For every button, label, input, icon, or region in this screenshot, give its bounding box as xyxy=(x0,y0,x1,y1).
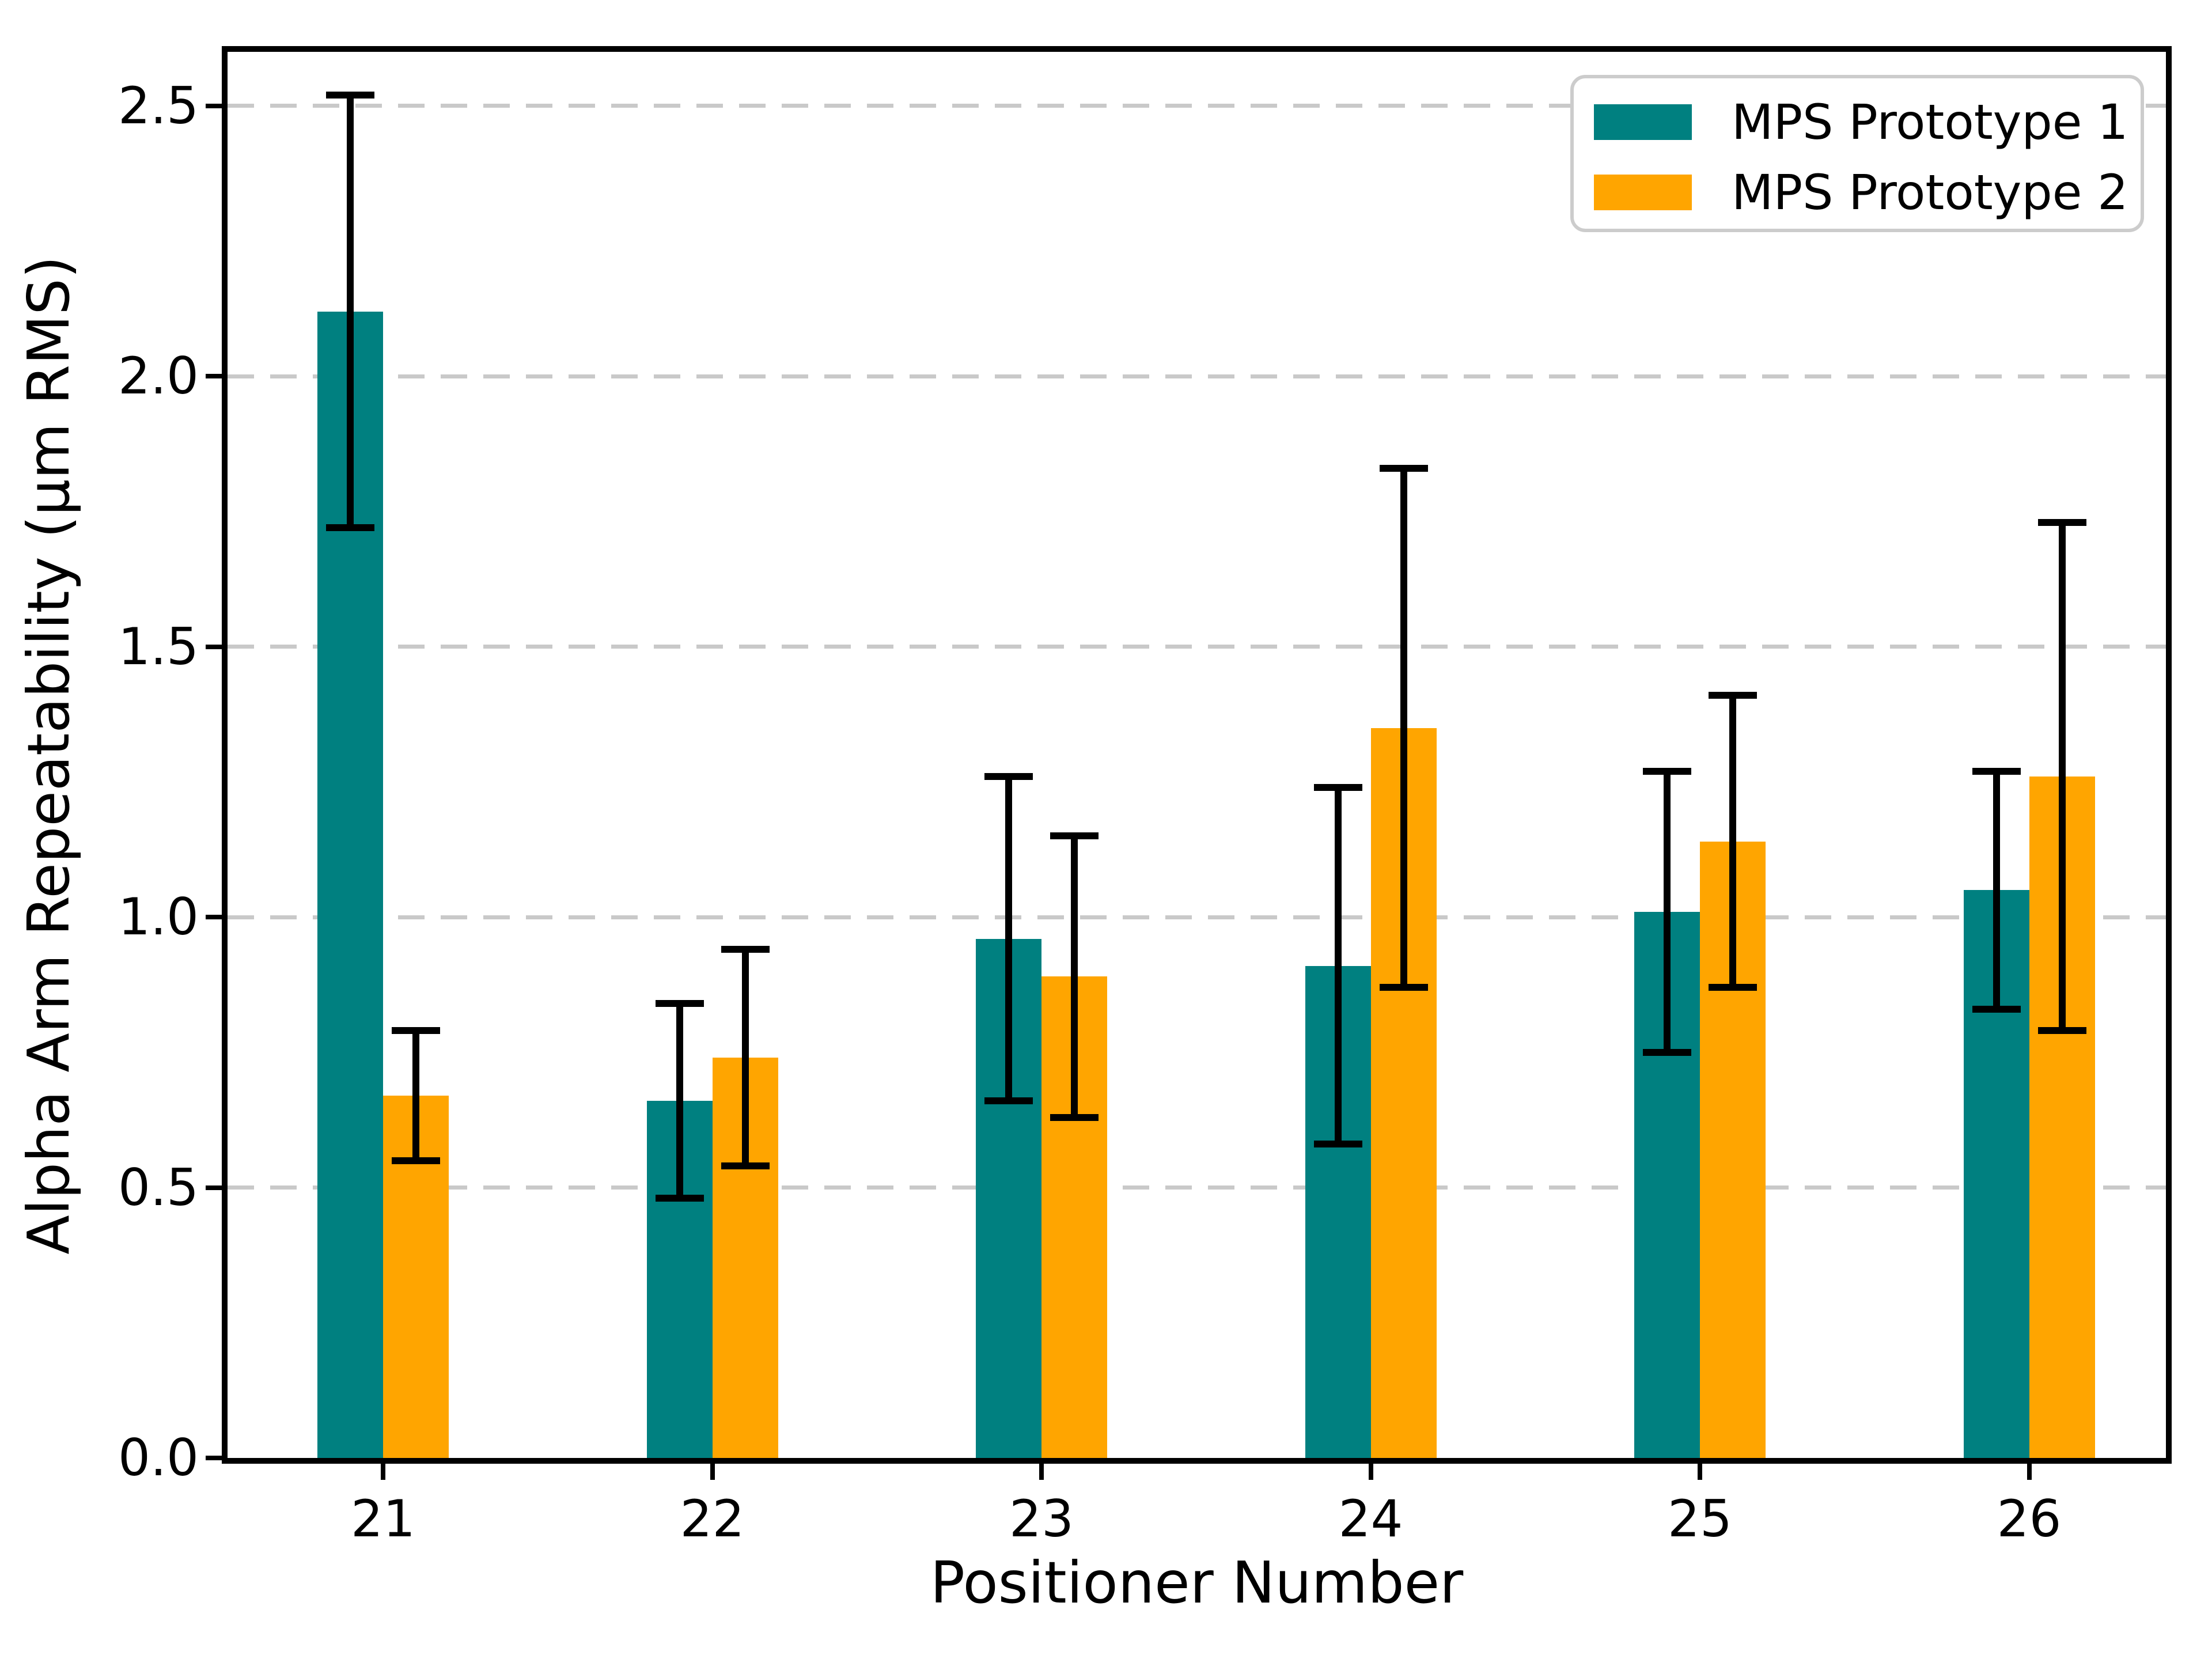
legend-row-2: MPS Prototype 2 xyxy=(1574,157,2141,228)
errorbar-cap-bottom-24-s1 xyxy=(1313,1141,1362,1148)
ytick-label-1.5: 1.5 xyxy=(118,616,199,676)
legend-label-1: MPS Prototype 1 xyxy=(1732,94,2128,150)
gridline-y-0.5 xyxy=(228,1185,2166,1190)
errorbar-cap-bottom-21-s2 xyxy=(392,1157,440,1164)
legend-row-1: MPS Prototype 1 xyxy=(1574,86,2141,158)
errorbar-line-23-s1 xyxy=(1005,777,1012,1101)
x-axis-label: Positioner Number xyxy=(930,1549,1464,1616)
xtick-label-26: 26 xyxy=(1997,1489,2062,1548)
ytick-2.5 xyxy=(206,103,222,108)
legend-swatch-2 xyxy=(1594,175,1692,210)
xtick-label-23: 23 xyxy=(1009,1489,1074,1548)
errorbar-cap-bottom-26-s1 xyxy=(1972,1005,2021,1013)
xtick-22 xyxy=(710,1464,715,1480)
gridline-y-1.5 xyxy=(228,645,2166,649)
y-axis-label: Alpha Arm Repeatability (μm RMS) xyxy=(15,255,82,1255)
errorbar-line-23-s2 xyxy=(1071,836,1078,1118)
ytick-label-2: 2.0 xyxy=(118,346,199,406)
errorbar-line-25-s1 xyxy=(1664,771,1671,1052)
errorbar-cap-top-25-s1 xyxy=(1643,767,1691,775)
ytick-label-0.5: 0.5 xyxy=(118,1157,199,1217)
errorbar-cap-top-25-s2 xyxy=(1709,692,1757,699)
ytick-label-1: 1.0 xyxy=(118,887,199,947)
errorbar-cap-bottom-23-s1 xyxy=(984,1097,1033,1105)
errorbar-cap-bottom-25-s1 xyxy=(1643,1048,1691,1056)
ytick-label-0: 0.0 xyxy=(118,1428,199,1487)
ytick-label-2.5: 2.5 xyxy=(118,75,199,135)
xtick-24 xyxy=(1368,1464,1373,1480)
errorbar-cap-bottom-22-s1 xyxy=(655,1195,704,1202)
errorbar-cap-top-21-s1 xyxy=(326,92,374,99)
errorbar-cap-bottom-25-s2 xyxy=(1709,984,1757,991)
errorbar-line-24-s1 xyxy=(1334,787,1342,1145)
errorbar-cap-top-24-s1 xyxy=(1313,783,1362,791)
plot-area xyxy=(222,46,2172,1464)
gridline-y-2 xyxy=(228,374,2166,378)
ytick-0 xyxy=(206,1456,222,1460)
ytick-1 xyxy=(206,915,222,920)
errorbar-cap-top-26-s2 xyxy=(2037,518,2086,526)
errorbar-cap-bottom-22-s2 xyxy=(721,1162,770,1170)
legend-swatch-1 xyxy=(1594,104,1692,140)
errorbar-cap-bottom-21-s1 xyxy=(326,524,374,532)
errorbar-cap-bottom-24-s2 xyxy=(1379,984,1428,991)
errorbar-line-22-s2 xyxy=(741,949,749,1166)
errorbar-cap-top-23-s1 xyxy=(984,773,1033,781)
ytick-0.5 xyxy=(206,1185,222,1190)
errorbar-cap-top-23-s2 xyxy=(1050,832,1099,840)
errorbar-cap-bottom-23-s2 xyxy=(1050,1113,1099,1121)
errorbar-line-26-s1 xyxy=(1993,771,2000,1009)
errorbar-line-26-s2 xyxy=(2058,522,2066,1031)
xtick-21 xyxy=(381,1464,385,1480)
xtick-23 xyxy=(1039,1464,1044,1480)
errorbar-cap-top-26-s1 xyxy=(1972,767,2021,775)
legend-box: MPS Prototype 1 MPS Prototype 2 xyxy=(1570,75,2144,232)
errorbar-line-22-s1 xyxy=(676,1003,683,1199)
xtick-label-25: 25 xyxy=(1668,1489,1732,1548)
errorbar-cap-top-24-s2 xyxy=(1379,464,1428,472)
xtick-label-24: 24 xyxy=(1338,1489,1403,1548)
gridline-y-1 xyxy=(228,915,2166,919)
xtick-25 xyxy=(1698,1464,1702,1480)
errorbar-cap-top-22-s2 xyxy=(721,946,770,953)
ytick-2 xyxy=(206,374,222,379)
errorbar-line-25-s2 xyxy=(1729,695,1736,988)
errorbar-cap-top-21-s2 xyxy=(392,1027,440,1035)
errorbar-cap-top-22-s1 xyxy=(655,1000,704,1007)
gridline-y-2.5 xyxy=(228,104,2166,108)
errorbar-cap-bottom-26-s2 xyxy=(2037,1027,2086,1035)
xtick-label-22: 22 xyxy=(680,1489,745,1548)
xtick-label-21: 21 xyxy=(351,1489,415,1548)
ytick-1.5 xyxy=(206,644,222,649)
errorbar-line-21-s1 xyxy=(347,95,354,528)
errorbar-line-24-s2 xyxy=(1400,468,1407,988)
xtick-26 xyxy=(2027,1464,2032,1480)
legend-label-2: MPS Prototype 2 xyxy=(1732,164,2128,221)
errorbar-line-21-s2 xyxy=(412,1031,419,1161)
